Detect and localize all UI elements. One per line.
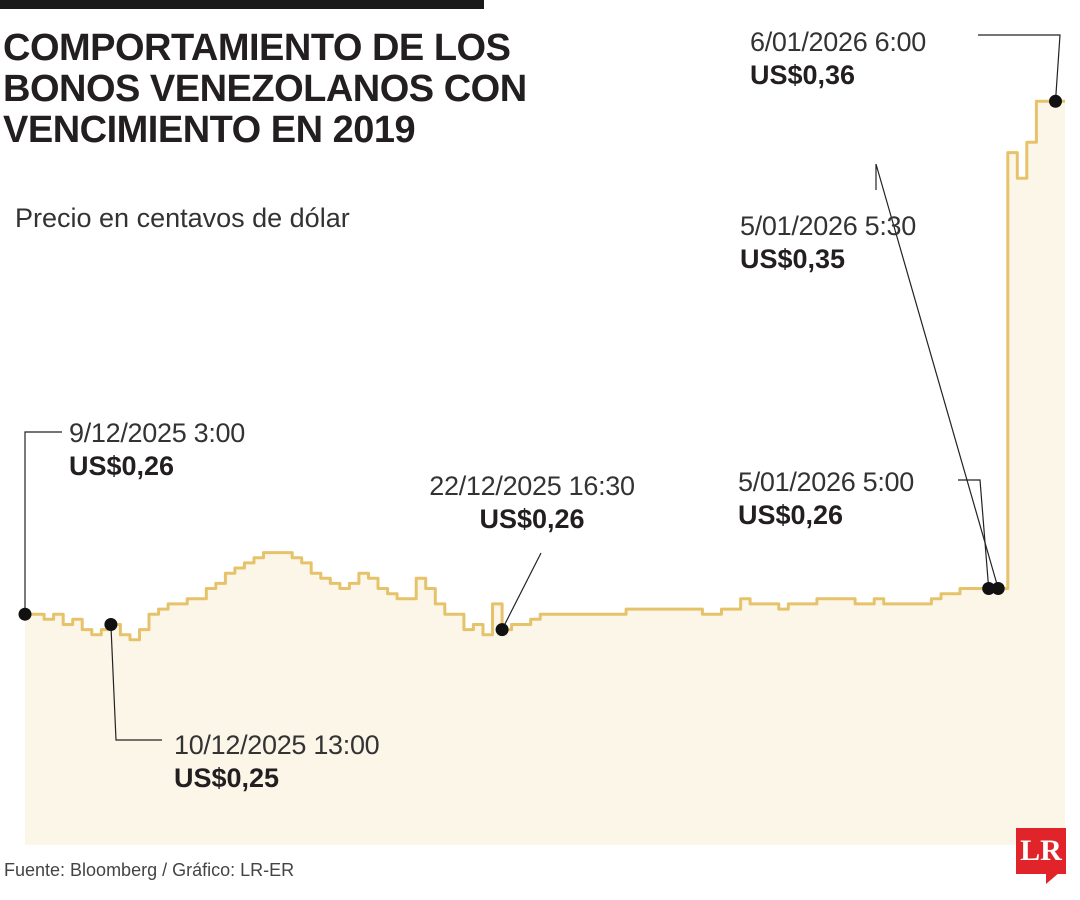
leader-line-3 <box>501 552 542 630</box>
annotation-5: 5/01/2026 5:30 US$0,35 <box>740 210 916 276</box>
chart-subtitle: Precio en centavos de dólar <box>15 203 350 233</box>
annotation-4-date: 5/01/2026 5:00 <box>738 467 914 497</box>
annotation-3-date: 22/12/2025 16:30 <box>429 471 635 501</box>
annotation-2-value: US$0,25 <box>174 763 280 793</box>
leader-line-1 <box>24 431 62 615</box>
price-line <box>25 99 1065 642</box>
annotation-4-value: US$0,26 <box>738 500 844 530</box>
annotation-3: 22/12/2025 16:30 US$0,26 <box>410 470 654 536</box>
annotation-markers <box>18 94 1062 637</box>
annotation-leaders <box>24 34 1061 741</box>
price-area <box>25 101 1065 846</box>
annotation-3-value: US$0,26 <box>479 504 585 534</box>
source-note: Fuente: Bloomberg / Gráfico: LR-ER <box>4 860 295 880</box>
leader-line-5 <box>875 163 999 589</box>
annotation-5-value: US$0,35 <box>740 244 846 274</box>
title-line-2: BONOS VENEZOLANOS CON <box>3 68 527 110</box>
data-point-marker-4 <box>982 582 996 595</box>
title-line-3: VENCIMIENTO EN 2019 <box>3 109 416 151</box>
leader-line-6 <box>978 34 1061 102</box>
title-line-1: COMPORTAMIENTO DE LOS <box>3 27 511 69</box>
data-point-marker-1 <box>18 607 32 621</box>
annotation-2: 10/12/2025 13:00 US$0,25 <box>174 729 380 795</box>
annotation-6-date: 6/01/2026 6:00 <box>750 27 926 57</box>
top-rule <box>0 0 484 9</box>
leader-line-2 <box>110 624 162 741</box>
annotation-6: 6/01/2026 6:00 US$0,36 <box>750 26 926 92</box>
data-point-marker-5 <box>991 582 1005 595</box>
lr-logo-tail <box>1046 872 1060 884</box>
lr-logo: LR <box>1016 828 1066 874</box>
annotation-1-date: 9/12/2025 3:00 <box>69 418 245 448</box>
chart-title: COMPORTAMIENTO DE LOS BONOS VENEZOLANOS … <box>3 28 527 151</box>
data-point-marker-3 <box>495 623 509 637</box>
annotation-4: 5/01/2026 5:00 US$0,26 <box>738 466 914 532</box>
annotation-1: 9/12/2025 3:00 US$0,26 <box>69 417 245 483</box>
annotation-5-date: 5/01/2026 5:30 <box>740 211 916 241</box>
leader-line-4 <box>958 479 990 589</box>
annotation-1-value: US$0,26 <box>69 451 175 481</box>
annotation-2-date: 10/12/2025 13:00 <box>174 730 380 760</box>
annotation-6-value: US$0,36 <box>750 60 856 90</box>
data-point-marker-6 <box>1049 94 1062 108</box>
data-point-marker-2 <box>104 618 118 631</box>
